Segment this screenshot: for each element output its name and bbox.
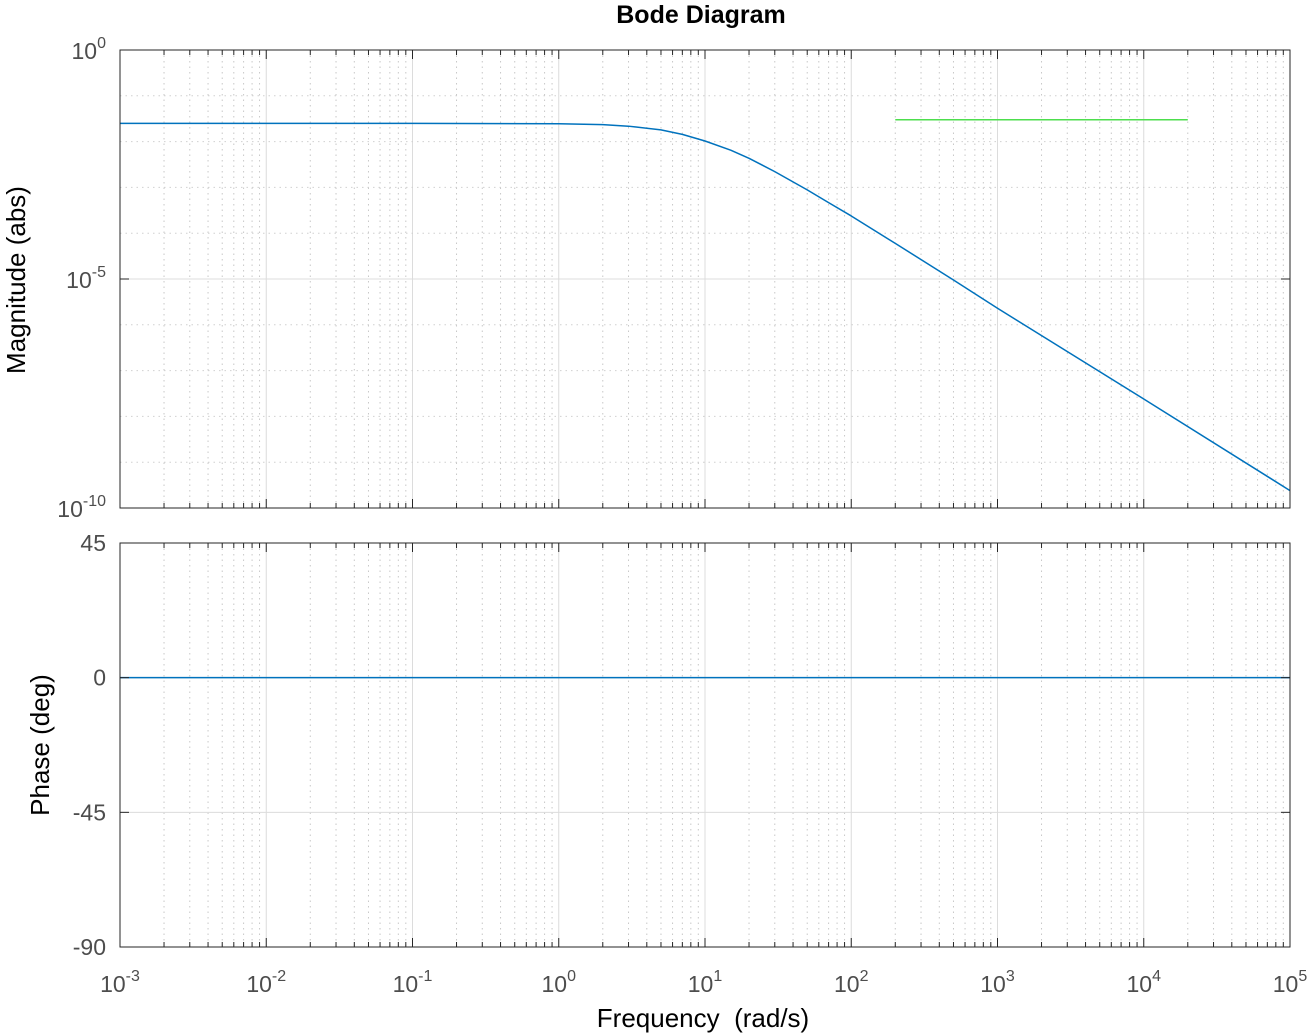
- x-tick-label: 10-2: [246, 968, 286, 997]
- phase-y-label: Phase (deg): [25, 674, 55, 816]
- x-tick-label: 104: [1127, 968, 1162, 997]
- x-tick-label: 102: [834, 968, 869, 997]
- magnitude-panel: 100 10-5 10-10 Magnitude (abs): [1, 35, 1291, 522]
- phase-y-tick-label: 0: [93, 665, 106, 691]
- x-axis-label: Frequency (rad/s): [597, 1003, 809, 1033]
- magnitude-y-ticks: 100 10-5 10-10: [57, 35, 1290, 522]
- magnitude-y-tick-label: 100: [72, 35, 107, 64]
- phase-grid: [120, 543, 1290, 947]
- x-tick-label: 100: [542, 968, 577, 997]
- phase-panel: 45 0 -45 -90 Phase (deg): [25, 530, 1291, 960]
- x-tick-label: 103: [980, 968, 1015, 997]
- x-tick-label: 10-3: [100, 968, 140, 997]
- x-tick-label: 105: [1273, 968, 1308, 997]
- phase-y-tick-label: -45: [73, 799, 106, 825]
- x-tick-label: 101: [688, 968, 723, 997]
- phase-y-tick-label: -90: [73, 934, 106, 960]
- phase-y-ticks: 45 0 -45 -90: [73, 530, 1290, 960]
- x-tick-label: 10-1: [393, 968, 433, 997]
- magnitude-series: [120, 119, 1291, 492]
- chart-title: Bode Diagram: [616, 1, 785, 29]
- magnitude-y-label: Magnitude (abs): [1, 186, 31, 374]
- magnitude-y-tick-label: 10-5: [66, 264, 106, 293]
- phase-y-tick-label: 45: [80, 530, 106, 556]
- x-axis-ticks: 10-3 10-2 10-1 100 101 102 103 104 105: [100, 50, 1307, 997]
- magnitude-y-tick-label: 10-10: [57, 493, 106, 522]
- magnitude-series-line-1: [120, 122, 1291, 492]
- magnitude-grid: [120, 50, 1290, 508]
